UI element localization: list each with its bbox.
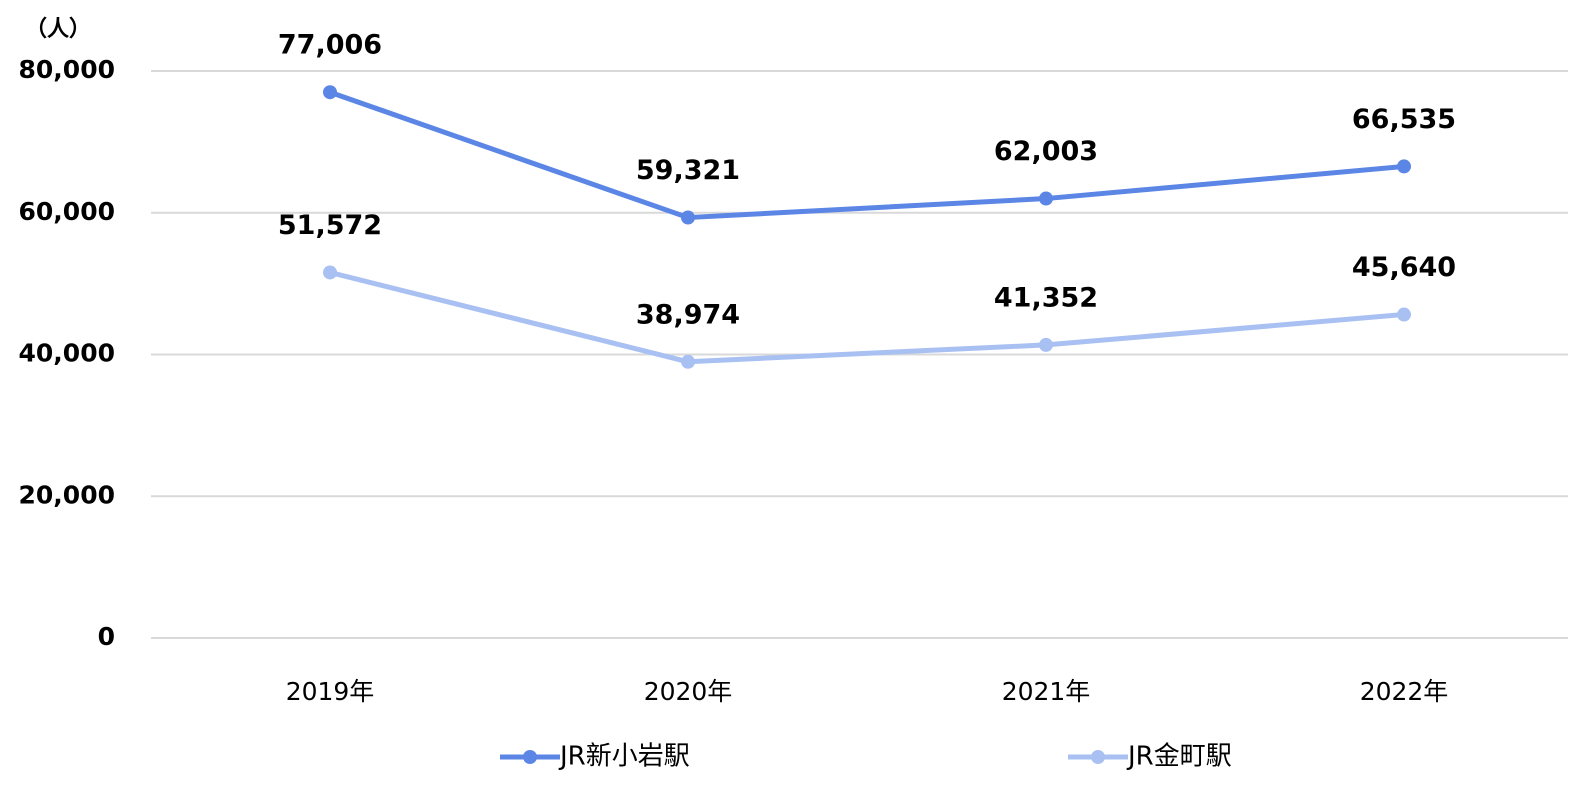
data-label: 66,535 xyxy=(1352,104,1456,135)
x-tick-label: 2019年 xyxy=(286,677,375,706)
data-label: 51,572 xyxy=(278,210,382,241)
legend-label: JR金町駅 xyxy=(1126,742,1232,772)
x-tick-label: 2022年 xyxy=(1360,677,1449,706)
series-line xyxy=(329,270,1405,365)
y-tick-label: 80,000 xyxy=(19,55,115,84)
x-tick-label: 2020年 xyxy=(644,677,733,706)
point-marker xyxy=(1397,159,1411,174)
data-label: 77,006 xyxy=(278,30,382,61)
legend-marker xyxy=(1091,750,1105,764)
data-label: 59,321 xyxy=(636,155,740,186)
legend-label: JR新小岩駅 xyxy=(558,742,690,772)
data-label: 62,003 xyxy=(994,136,1098,167)
y-tick-label: 60,000 xyxy=(19,197,115,226)
y-tick-label: 20,000 xyxy=(19,480,115,509)
y-unit-label: （人） xyxy=(25,17,91,42)
data-label: 38,974 xyxy=(636,299,740,330)
point-marker xyxy=(1397,307,1411,322)
series-line xyxy=(329,89,1405,221)
point-marker xyxy=(323,85,337,100)
legend-marker xyxy=(523,750,537,764)
x-tick-label: 2021年 xyxy=(1002,677,1091,706)
data-label: 41,352 xyxy=(994,282,1098,313)
point-marker xyxy=(681,210,695,225)
y-tick-label: 40,000 xyxy=(19,339,115,368)
point-marker xyxy=(1039,191,1053,206)
point-marker xyxy=(1039,337,1053,352)
point-marker xyxy=(681,354,695,369)
y-tick-label: 0 xyxy=(98,622,115,651)
data-label: 45,640 xyxy=(1352,252,1456,283)
point-marker xyxy=(323,265,337,280)
